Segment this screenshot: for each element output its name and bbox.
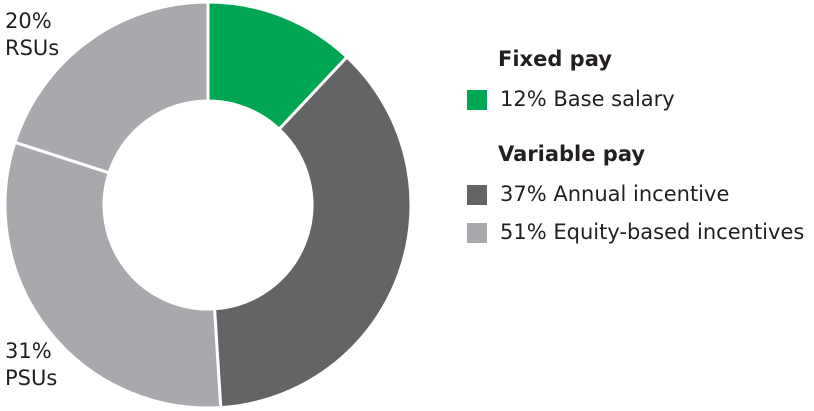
legend-heading: Fixed pay bbox=[498, 47, 612, 71]
segment-label: PSUs bbox=[5, 366, 57, 390]
segment-label: RSUs bbox=[5, 36, 59, 60]
legend-heading: Variable pay bbox=[498, 142, 645, 166]
legend-swatch bbox=[467, 223, 487, 243]
legend-label: 51% Equity-based incentives bbox=[500, 220, 804, 244]
segment-value-label: 20% bbox=[5, 9, 52, 33]
donut-segment bbox=[3, 140, 223, 410]
legend-swatch bbox=[467, 185, 487, 205]
legend-swatch bbox=[467, 90, 487, 110]
legend-label: 12% Base salary bbox=[500, 87, 675, 111]
legend-label: 37% Annual incentive bbox=[500, 182, 729, 206]
donut-segment bbox=[212, 54, 413, 410]
donut-segment bbox=[13, 0, 210, 175]
segment-value-label: 31% bbox=[5, 339, 52, 363]
